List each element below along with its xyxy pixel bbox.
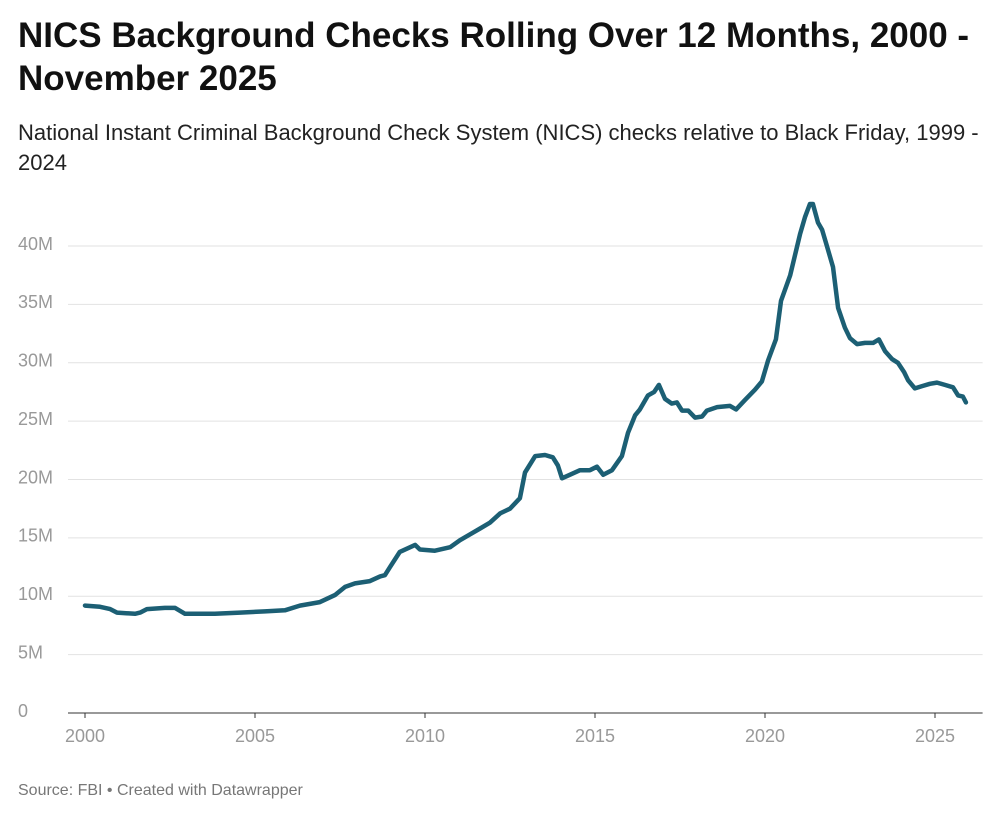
y-tick-label: 40M [18, 234, 53, 254]
y-tick-label: 5M [18, 642, 43, 662]
y-tick-label: 20M [18, 467, 53, 487]
y-tick-label: 15M [18, 526, 53, 546]
x-tick-label: 2005 [235, 726, 275, 746]
x-tick-label: 2000 [65, 726, 105, 746]
x-tick-label: 2025 [915, 726, 955, 746]
x-tick-label: 2020 [745, 726, 785, 746]
chart-subtitle: National Instant Criminal Background Che… [18, 120, 979, 175]
y-tick-label: 0 [18, 701, 28, 721]
y-tick-label: 25M [18, 409, 53, 429]
y-tick-label: 35M [18, 292, 53, 312]
chart-title: NICS Background Checks Rolling Over 12 M… [18, 16, 970, 98]
y-tick-label: 30M [18, 351, 53, 371]
source-note: Source: FBI • Created with Datawrapper [18, 782, 303, 799]
x-tick-label: 2010 [405, 726, 445, 746]
data-line [82, 201, 969, 617]
y-tick-label: 10M [18, 584, 53, 604]
x-tick-label: 2015 [575, 726, 615, 746]
chart: 0 5M 10M 15M 20M 25M 30M 35M 40M 2000 2005 2010 2015… [18, 201, 983, 746]
